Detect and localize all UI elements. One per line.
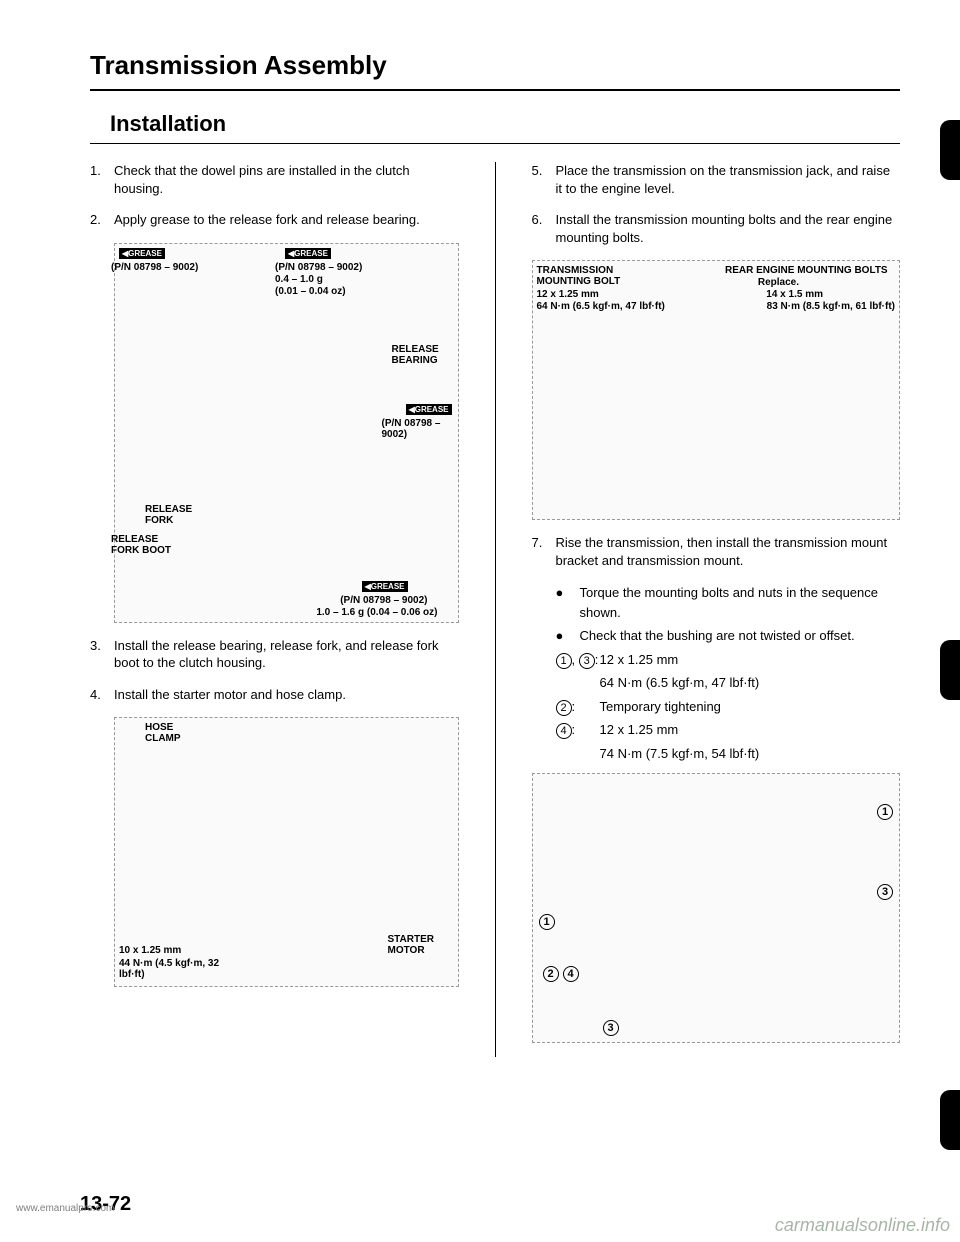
step-text: Apply grease to the release fork and rel… <box>114 211 459 229</box>
step-text: Install the transmission mounting bolts … <box>556 211 901 246</box>
rear-bolt-title: REAR ENGINE MOUNTING BOLTS <box>725 265 895 276</box>
rear-bolt-spec: 14 x 1.5 mm <box>766 289 823 300</box>
circled-2-icon: 2 <box>543 966 559 982</box>
bullet-mark: ● <box>556 583 580 622</box>
step-text: Check that the dowel pins are installed … <box>114 162 459 197</box>
starter-motor-diagram: HOSE CLAMP STARTER MOTOR 10 x 1.25 mm 44… <box>114 717 459 987</box>
spec-text: Temporary tightening <box>600 697 721 717</box>
release-fork-label: RELEASE FORK <box>145 504 205 526</box>
starter-motor-label: STARTER MOTOR <box>388 934 448 956</box>
spec-line: 1, 3: 12 x 1.25 mm <box>556 650 901 670</box>
grease-icon: ◀GREASE <box>119 248 165 259</box>
rear-bolt-replace: Replace. <box>758 277 799 288</box>
bullet-text: Torque the mounting bolts and nuts in th… <box>580 583 901 622</box>
spec-mark: 2: <box>556 697 600 717</box>
step-7: 7. Rise the transmission, then install t… <box>532 534 901 569</box>
release-fork-diagram: ◀GREASE (P/N 08798 – 9002) ◀GREASE (P/N … <box>114 243 459 623</box>
circled-4-icon: 4 <box>563 966 579 982</box>
step-text: Place the transmission on the transmissi… <box>556 162 901 197</box>
column-divider <box>495 162 496 1057</box>
spec-mark <box>556 744 600 764</box>
spec-text: 12 x 1.25 mm <box>600 650 679 670</box>
watermark-source: www.emanualpro.com <box>16 1203 114 1214</box>
bullet-item: ● Torque the mounting bolts and nuts in … <box>556 583 901 622</box>
step-text: Install the release bearing, release for… <box>114 637 459 672</box>
bullet-item: ● Check that the bushing are not twisted… <box>556 626 901 646</box>
rule-thin <box>90 143 900 144</box>
spec-text: 64 N·m (6.5 kgf·m, 47 lbf·ft) <box>600 673 760 693</box>
torque-label: 44 N·m (4.5 kgf·m, 32 lbf·ft) <box>119 958 239 980</box>
rear-bolt-torque: 83 N·m (8.5 kgf·m, 61 lbf·ft) <box>767 301 895 312</box>
spec-mark: 1, 3: <box>556 650 600 670</box>
circled-3-icon: 3 <box>877 884 893 900</box>
bullet-mark: ● <box>556 626 580 646</box>
two-column-layout: 1. Check that the dowel pins are install… <box>90 162 900 1057</box>
hose-clamp-label: HOSE CLAMP <box>145 722 195 744</box>
bolt-spec-label: 10 x 1.25 mm <box>119 945 181 956</box>
amount-label: 0.4 – 1.0 g <box>275 274 323 285</box>
rule-thick <box>90 89 900 91</box>
step-4: 4. Install the starter motor and hose cl… <box>90 686 459 704</box>
spec-line: 4: 12 x 1.25 mm <box>556 720 901 740</box>
page-title: Transmission Assembly <box>90 50 900 81</box>
left-column: 1. Check that the dowel pins are install… <box>90 162 459 1057</box>
step-1: 1. Check that the dowel pins are install… <box>90 162 459 197</box>
page-tab-icon <box>940 120 960 180</box>
bullet-list: ● Torque the mounting bolts and nuts in … <box>556 583 901 763</box>
circled-1-icon: 1 <box>539 914 555 930</box>
grease-icon: ◀GREASE <box>362 581 408 592</box>
grease-icon: ◀GREASE <box>406 404 452 415</box>
step-text: Install the starter motor and hose clamp… <box>114 686 459 704</box>
spec-text: 12 x 1.25 mm <box>600 720 679 740</box>
circled-1-icon: 1 <box>877 804 893 820</box>
trans-bolt-title: TRANSMISSION MOUNTING BOLT <box>537 265 647 287</box>
spec-line: 74 N·m (7.5 kgf·m, 54 lbf·ft) <box>556 744 901 764</box>
watermark-site: carmanualsonline.info <box>775 1215 950 1236</box>
pn-label: (P/N 08798 – 9002) <box>275 262 362 273</box>
spec-text: 74 N·m (7.5 kgf·m, 54 lbf·ft) <box>600 744 760 764</box>
step-number: 7. <box>532 534 556 569</box>
step-number: 1. <box>90 162 114 197</box>
spec-line: 64 N·m (6.5 kgf·m, 47 lbf·ft) <box>556 673 901 693</box>
release-bearing-label: RELEASE BEARING <box>392 344 452 366</box>
step-number: 3. <box>90 637 114 672</box>
mount-bracket-diagram: 1 3 1 2 4 3 <box>532 773 901 1043</box>
step-number: 4. <box>90 686 114 704</box>
trans-bolt-spec: 12 x 1.25 mm <box>537 289 599 300</box>
section-title: Installation <box>110 111 900 137</box>
page-tab-icon <box>940 1090 960 1150</box>
circled-3-icon: 3 <box>603 1020 619 1036</box>
pn-label: (P/N 08798 – 9002) <box>340 595 427 606</box>
step-5: 5. Place the transmission on the transmi… <box>532 162 901 197</box>
trans-bolt-torque: 64 N·m (6.5 kgf·m, 47 lbf·ft) <box>537 301 665 312</box>
mounting-bolts-diagram: TRANSMISSION MOUNTING BOLT 12 x 1.25 mm … <box>532 260 901 520</box>
oz-label: (0.01 – 0.04 oz) <box>275 286 346 297</box>
right-column: 5. Place the transmission on the transmi… <box>532 162 901 1057</box>
step-number: 6. <box>532 211 556 246</box>
amount-label: 1.0 – 1.6 g (0.04 – 0.06 oz) <box>316 607 437 618</box>
step-3: 3. Install the release bearing, release … <box>90 637 459 672</box>
page-tab-icon <box>940 640 960 700</box>
manual-page: Transmission Assembly Installation 1. Ch… <box>0 0 960 1097</box>
step-number: 2. <box>90 211 114 229</box>
pn-label: (P/N 08798 – 9002) <box>111 262 198 273</box>
grease-icon: ◀GREASE <box>285 248 331 259</box>
step-2: 2. Apply grease to the release fork and … <box>90 211 459 229</box>
step-6: 6. Install the transmission mounting bol… <box>532 211 901 246</box>
bullet-text: Check that the bushing are not twisted o… <box>580 626 855 646</box>
spec-line: 2: Temporary tightening <box>556 697 901 717</box>
step-text: Rise the transmission, then install the … <box>556 534 901 569</box>
spec-mark <box>556 673 600 693</box>
pn-label: (P/N 08798 – 9002) <box>382 418 452 440</box>
spec-mark: 4: <box>556 720 600 740</box>
step-number: 5. <box>532 162 556 197</box>
release-fork-boot-label: RELEASE FORK BOOT <box>111 534 171 556</box>
